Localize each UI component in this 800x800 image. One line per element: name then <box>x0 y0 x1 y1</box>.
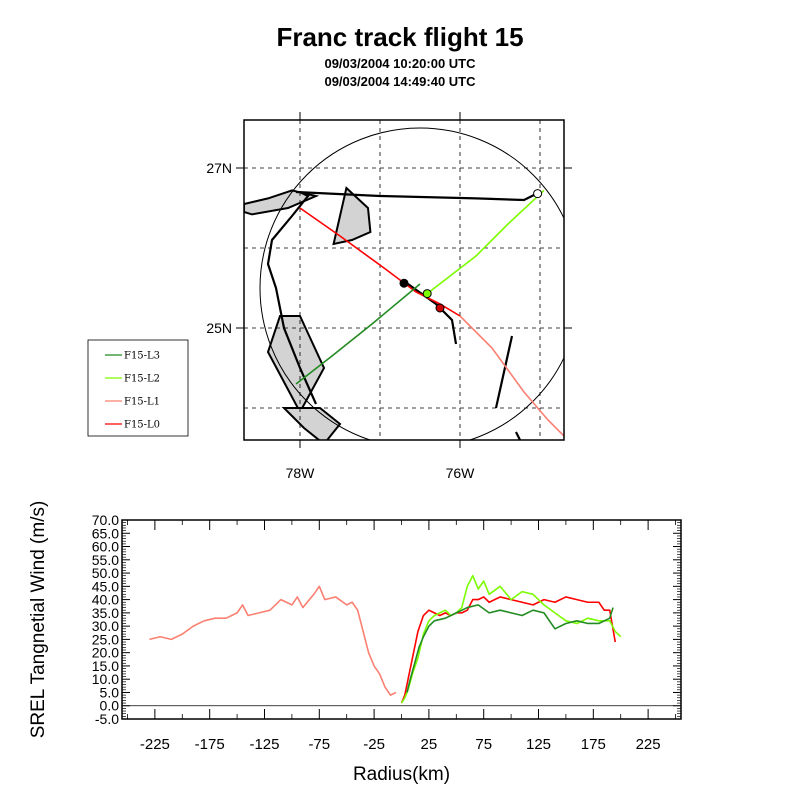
chart-subtitle-start-time: 09/03/2004 10:20:00 UTC <box>324 56 476 71</box>
recon-track <box>407 283 458 345</box>
legend-label: F15-L2 <box>124 374 160 385</box>
x-tick-label: -125 <box>249 736 279 753</box>
x-tick-label: 175 <box>581 736 606 753</box>
x-axis-label: Radius(km) <box>353 764 450 785</box>
x-tick-label: -175 <box>195 736 225 753</box>
x-tick-label: -225 <box>140 736 170 753</box>
track-f15-l1 <box>459 315 564 437</box>
series-f15-l3 <box>406 604 614 693</box>
recon-track <box>494 335 514 409</box>
map-lon-label: 76W <box>446 465 476 481</box>
y-tick-label: 15.0 <box>92 658 119 674</box>
land-eleuthera <box>332 186 372 246</box>
land-south <box>281 407 342 440</box>
map-lat-label: 25N <box>206 320 232 336</box>
legend-label: F15-L1 <box>124 397 160 408</box>
y-tick-label: 70.0 <box>92 512 119 528</box>
track-f15-l2 <box>426 189 545 295</box>
x-tick-label: -75 <box>308 736 330 753</box>
legend-label: F15-L3 <box>124 351 160 362</box>
y-tick-label: 60.0 <box>92 539 119 555</box>
y-tick-label: 10.0 <box>92 671 119 687</box>
track-f15-l3 <box>295 283 421 385</box>
y-tick-label: 45.0 <box>92 578 119 594</box>
y-tick-label: 65.0 <box>92 525 119 541</box>
map-lon-label: 78W <box>286 465 316 481</box>
recon-track <box>295 190 541 202</box>
chart-title: Franc track flight 15 <box>276 22 524 52</box>
y-tick-label: 25.0 <box>92 631 119 647</box>
wind-profile-plot: -5.00.05.010.015.020.025.030.035.040.045… <box>28 501 682 785</box>
range-ring <box>259 127 564 440</box>
series-f15-l2 <box>400 574 622 704</box>
recon-track <box>266 191 318 405</box>
track-marker <box>435 303 445 313</box>
x-tick-label: 125 <box>526 736 551 753</box>
y-tick-label: 40.0 <box>92 592 119 608</box>
y-axis-label: SREL Tangnetial Wind (m/s) <box>28 501 49 739</box>
map-panel: 78W 76W 27N 25N <box>206 112 572 481</box>
track-marker <box>399 278 409 288</box>
y-tick-label: 5.0 <box>100 684 120 700</box>
series-f15-l0 <box>400 596 617 704</box>
map-clip-group <box>244 120 564 440</box>
legend-label: F15-L0 <box>124 420 160 431</box>
series-f15-l1 <box>149 585 397 696</box>
map-frame <box>243 119 565 441</box>
y-tick-label: -5.0 <box>95 711 119 727</box>
land-andros <box>266 315 326 415</box>
x-tick-label: 225 <box>636 736 661 753</box>
y-tick-label: 20.0 <box>92 645 119 661</box>
y-tick-label: 0.0 <box>100 698 120 714</box>
x-tick-label: 75 <box>475 736 492 753</box>
recon-track <box>515 431 522 440</box>
chart-subtitle-end-time: 09/03/2004 14:49:40 UTC <box>324 74 476 89</box>
map-lat-label: 27N <box>206 160 232 176</box>
y-tick-label: 35.0 <box>92 605 119 621</box>
track-marker <box>422 289 432 299</box>
x-tick-label: -25 <box>363 736 385 753</box>
legend-box <box>87 339 189 437</box>
y-tick-label: 55.0 <box>92 552 119 568</box>
y-tick-label: 30.0 <box>92 618 119 634</box>
track-marker <box>533 189 543 199</box>
plot-frame <box>121 519 682 720</box>
y-tick-label: 50.0 <box>92 565 119 581</box>
map-legend: F15-L3 F15-L2 F15-L1 F15-L0 <box>87 339 189 437</box>
x-tick-label: 25 <box>421 736 438 753</box>
